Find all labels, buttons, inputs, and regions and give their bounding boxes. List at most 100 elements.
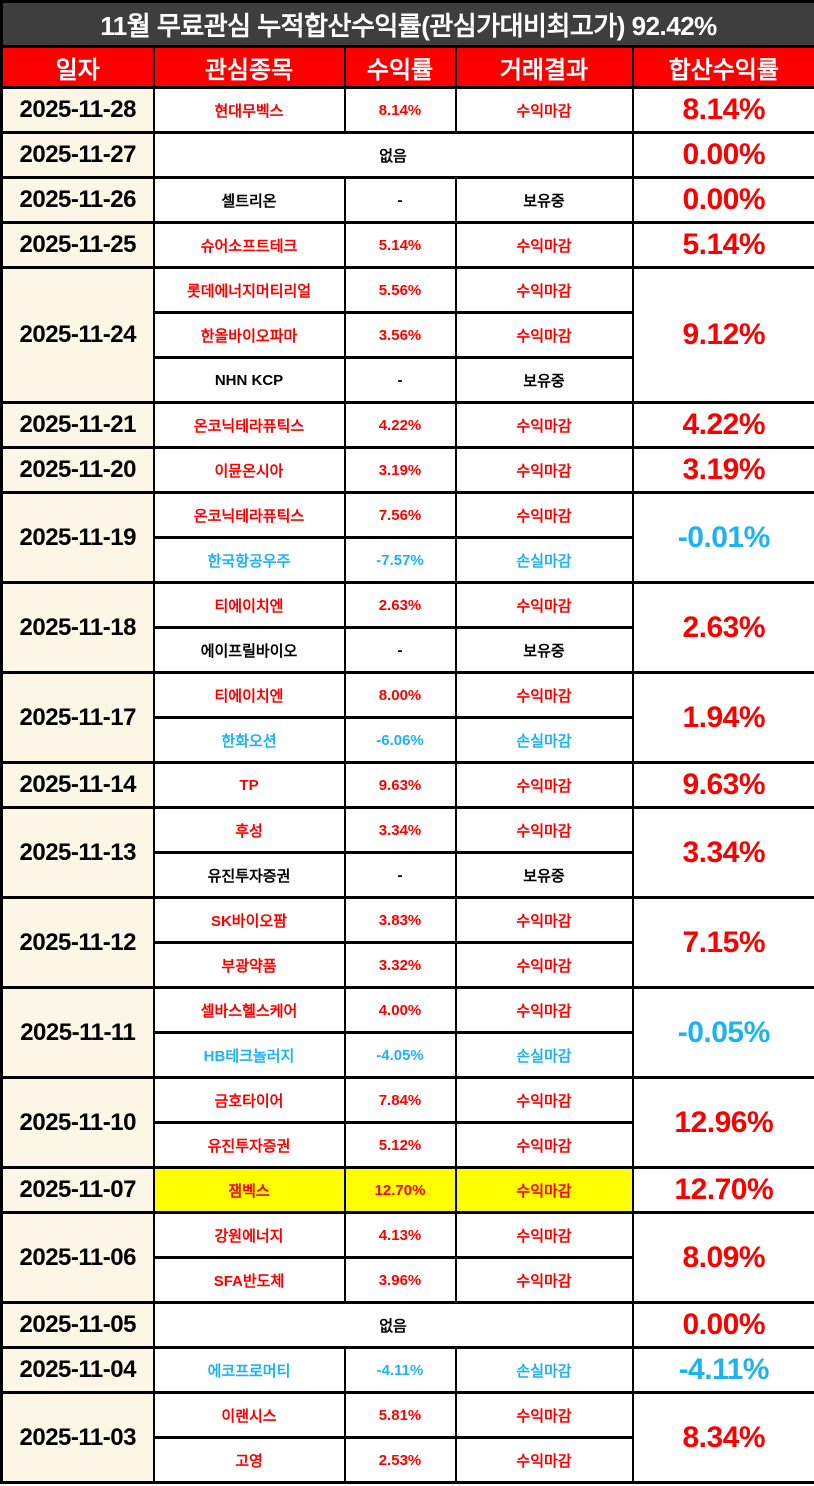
cumulative-return-cell: -4.11% xyxy=(631,1346,814,1394)
trade-result-cell: 수익마감 xyxy=(454,1076,634,1124)
date-cell: 2025-11-05 xyxy=(0,1301,155,1349)
table-row: SFA반도체 3.96% 수익마감 xyxy=(2,1256,814,1304)
return-cell: 4.22% xyxy=(343,401,457,449)
trade-result-cell: 손실마감 xyxy=(454,536,634,584)
trade-result-cell: 수익마감 xyxy=(454,446,634,494)
stock-name-cell: 이랜시스 xyxy=(152,1391,346,1439)
return-cell: 2.63% xyxy=(343,581,457,629)
table-row: 2025-11-26 셀트리온 - 보유중 0.00% xyxy=(0,176,814,224)
table-row: 2025-11-25 슈어소프트테크 5.14% 수익마감 5.14% xyxy=(0,221,814,269)
title-row: 11월 무료관심 누적합산수익률(관심가대비최고가) 92.42% xyxy=(0,0,814,48)
trade-result-cell: 수익마감 xyxy=(454,986,634,1034)
date-cell: 2025-11-06 xyxy=(0,1211,155,1304)
date-cell: 2025-11-20 xyxy=(0,446,155,494)
stock-name-cell: 고영 xyxy=(152,1436,346,1484)
stock-name-cell: 강원에너지 xyxy=(152,1211,346,1259)
cumulative-return-cell: 0.00% xyxy=(631,131,814,179)
cumulative-return-cell: 4.22% xyxy=(631,401,814,449)
table-row: HB테크놀러지 -4.05% 손실마감 xyxy=(2,1031,814,1079)
table-row: 부광약품 3.32% 수익마감 xyxy=(2,941,814,989)
return-cell: -7.57% xyxy=(343,536,457,584)
col-header-result: 거래결과 xyxy=(454,45,634,89)
col-header-date: 일자 xyxy=(0,45,155,89)
table-row: 2025-11-12 SK바이오팜 3.83% 수익마감 7.15% xyxy=(0,896,814,989)
cumulative-return-cell: 8.14% xyxy=(631,86,814,134)
cumulative-return-cell: 9.12% xyxy=(631,266,814,404)
return-cell: 5.56% xyxy=(343,266,457,314)
date-cell: 2025-11-13 xyxy=(0,806,155,899)
column-header-row: 일자 관심종목 수익률 거래결과 합산수익률 xyxy=(0,45,814,89)
date-cell: 2025-11-18 xyxy=(0,581,155,674)
table-row: 2025-11-27 없음 0.00% xyxy=(0,131,814,179)
stock-name-cell: 부광약품 xyxy=(152,941,346,989)
trade-result-cell: 수익마감 xyxy=(454,266,634,314)
stock-name-cell: 온코닉테라퓨틱스 xyxy=(152,401,346,449)
cumulative-return-cell: 9.63% xyxy=(631,761,814,809)
cumulative-return-cell: 2.63% xyxy=(631,581,814,674)
trade-result-cell: 수익마감 xyxy=(454,1391,634,1439)
no-pick-cell: 없음 xyxy=(152,1301,634,1349)
trade-result-cell: 수익마감 xyxy=(454,1121,634,1169)
table-row: 2025-11-11 셀바스헬스케어 4.00% 수익마감 -0.05% xyxy=(0,986,814,1079)
return-cell: 3.32% xyxy=(343,941,457,989)
return-cell: 3.96% xyxy=(343,1256,457,1304)
table-row: 2025-11-19 온코닉테라퓨틱스 7.56% 수익마감 -0.01% xyxy=(0,491,814,584)
return-cell: 5.14% xyxy=(343,221,457,269)
stock-name-cell: 온코닉테라퓨틱스 xyxy=(152,491,346,539)
return-cell: - xyxy=(343,626,457,674)
date-cell: 2025-11-19 xyxy=(0,491,155,584)
return-cell: - xyxy=(343,851,457,899)
date-cell: 2025-11-21 xyxy=(0,401,155,449)
return-cell: 9.63% xyxy=(343,761,457,809)
table-row: 2025-11-21 온코닉테라퓨틱스 4.22% 수익마감 4.22% xyxy=(0,401,814,449)
stock-name-cell: 셀바스헬스케어 xyxy=(152,986,346,1034)
stock-name-cell: 에코프로머티 xyxy=(152,1346,346,1394)
date-cell: 2025-11-03 xyxy=(0,1391,155,1484)
date-cell: 2025-11-07 xyxy=(0,1166,155,1214)
trade-result-cell: 손실마감 xyxy=(454,1031,634,1079)
table-row: 한국항공우주 -7.57% 손실마감 xyxy=(2,536,814,584)
cumulative-return-cell: 8.34% xyxy=(631,1391,814,1484)
return-cell: 3.19% xyxy=(343,446,457,494)
return-cell: 8.00% xyxy=(343,671,457,719)
cumulative-return-cell: 8.09% xyxy=(631,1211,814,1304)
table-row: 2025-11-07 잼벡스 12.70% 수익마감 12.70% xyxy=(0,1166,814,1214)
table-row: 2025-11-28 현대무벡스 8.14% 수익마감 8.14% xyxy=(0,86,814,134)
trade-result-cell: 수익마감 xyxy=(454,86,634,134)
return-cell: - xyxy=(343,356,457,404)
trade-result-cell: 수익마감 xyxy=(454,581,634,629)
table-row: 2025-11-06 강원에너지 4.13% 수익마감 8.09% xyxy=(0,1211,814,1304)
return-cell: 12.70% xyxy=(343,1166,457,1214)
table-row: 2025-11-17 티에이치엔 8.00% 수익마감 1.94% xyxy=(0,671,814,764)
trade-result-cell: 수익마감 xyxy=(454,311,634,359)
cumulative-return-cell: 0.00% xyxy=(631,176,814,224)
return-cell: 5.81% xyxy=(343,1391,457,1439)
stock-name-cell: 한국항공우주 xyxy=(152,536,346,584)
trade-result-cell: 수익마감 xyxy=(454,1256,634,1304)
table-row: 유진투자증권 - 보유중 xyxy=(2,851,814,899)
return-cell: 3.83% xyxy=(343,896,457,944)
stock-name-cell: 한올바이오파마 xyxy=(152,311,346,359)
date-cell: 2025-11-10 xyxy=(0,1076,155,1169)
stock-name-cell: 티에이치엔 xyxy=(152,581,346,629)
table-row: 2025-11-04 에코프로머티 -4.11% 손실마감 -4.11% xyxy=(0,1346,814,1394)
table-row: 2025-11-24 롯데에너지머티리얼 5.56% 수익마감 9.12% xyxy=(0,266,814,404)
trade-result-cell: 수익마감 xyxy=(454,1436,634,1484)
trade-result-cell: 보유중 xyxy=(454,176,634,224)
trade-result-cell: 수익마감 xyxy=(454,896,634,944)
no-pick-cell: 없음 xyxy=(152,131,634,179)
stock-name-cell: 이뮨온시아 xyxy=(152,446,346,494)
table-row: 고영 2.53% 수익마감 xyxy=(2,1436,814,1484)
table-row: 유진투자증권 5.12% 수익마감 xyxy=(2,1121,814,1169)
trade-result-cell: 수익마감 xyxy=(454,761,634,809)
stock-name-cell: NHN KCP xyxy=(152,356,346,404)
stock-name-cell: HB테크놀러지 xyxy=(152,1031,346,1079)
trade-result-cell: 수익마감 xyxy=(454,671,634,719)
trade-result-cell: 손실마감 xyxy=(454,1346,634,1394)
stock-name-cell: 롯데에너지머티리얼 xyxy=(152,266,346,314)
table-row: 에이프릴바이오 - 보유중 xyxy=(2,626,814,674)
col-header-return: 수익률 xyxy=(343,45,457,89)
date-cell: 2025-11-04 xyxy=(0,1346,155,1394)
table-row: 2025-11-13 후성 3.34% 수익마감 3.34% xyxy=(0,806,814,899)
